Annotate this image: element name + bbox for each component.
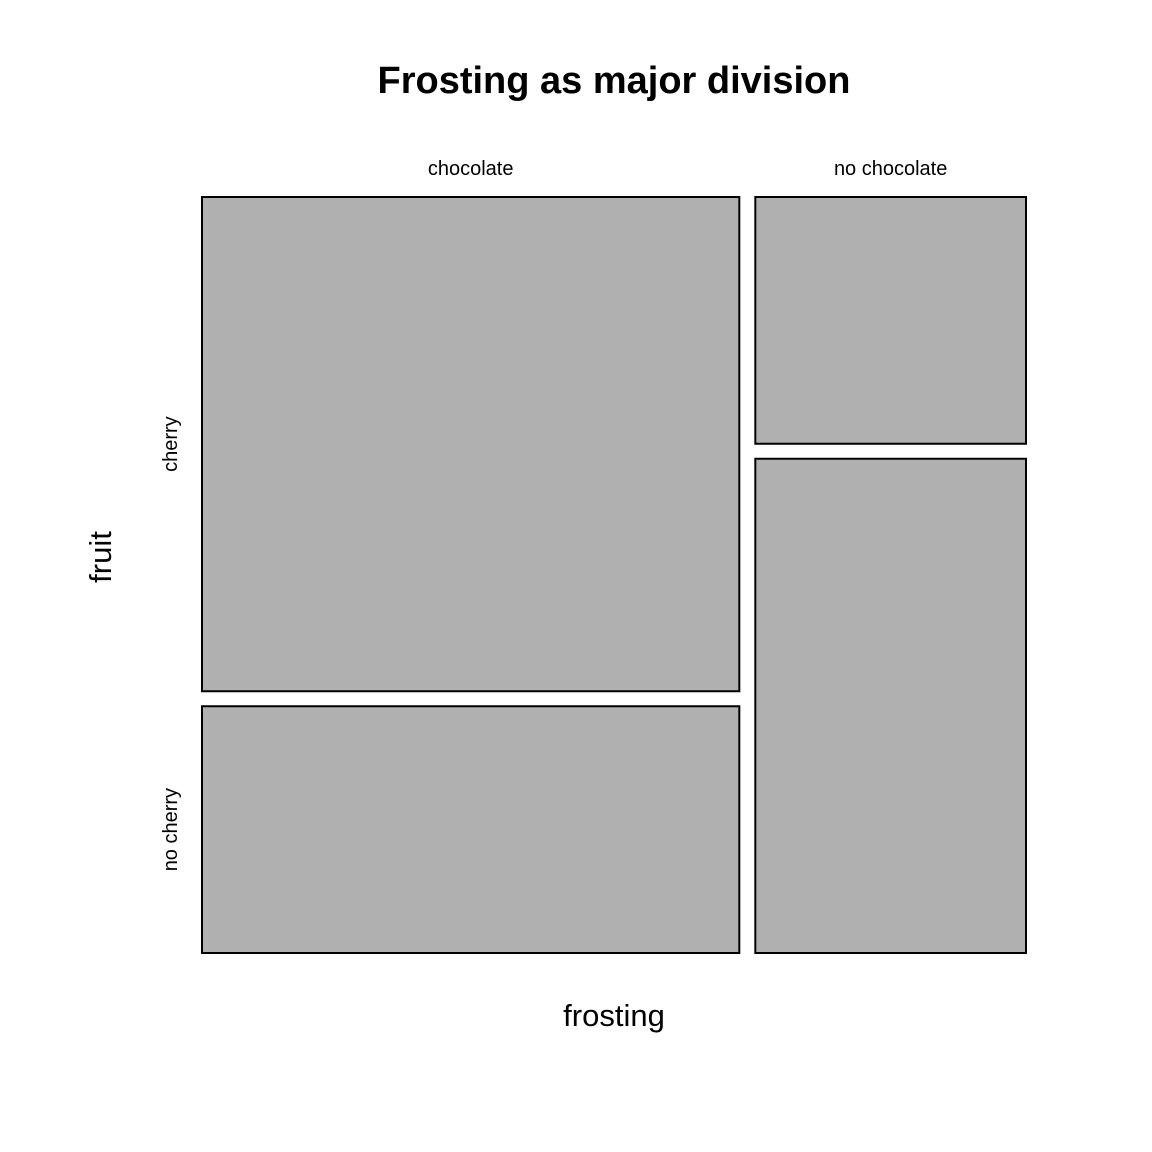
y-tick-label-no-cherry: no cherry (160, 788, 182, 871)
y-tick-labels: cherry no cherry (160, 416, 182, 871)
mosaic-tiles (201, 196, 1027, 955)
tile-no-chocolate-no-cherry (754, 457, 1027, 954)
x-tick-label-no-chocolate: no chocolate (834, 158, 947, 180)
tile-chocolate-cherry (201, 196, 741, 693)
chart-title: Frosting as major division (378, 60, 851, 102)
tile-no-chocolate-cherry (754, 196, 1027, 445)
x-tick-label-chocolate: chocolate (428, 158, 514, 180)
y-tick-label-cherry: cherry (160, 416, 182, 472)
y-axis-label: fruit (83, 531, 118, 583)
x-axis-label: frosting (563, 998, 665, 1033)
tile-chocolate-no-cherry (201, 705, 741, 955)
x-tick-labels: chocolate no chocolate (428, 158, 948, 180)
